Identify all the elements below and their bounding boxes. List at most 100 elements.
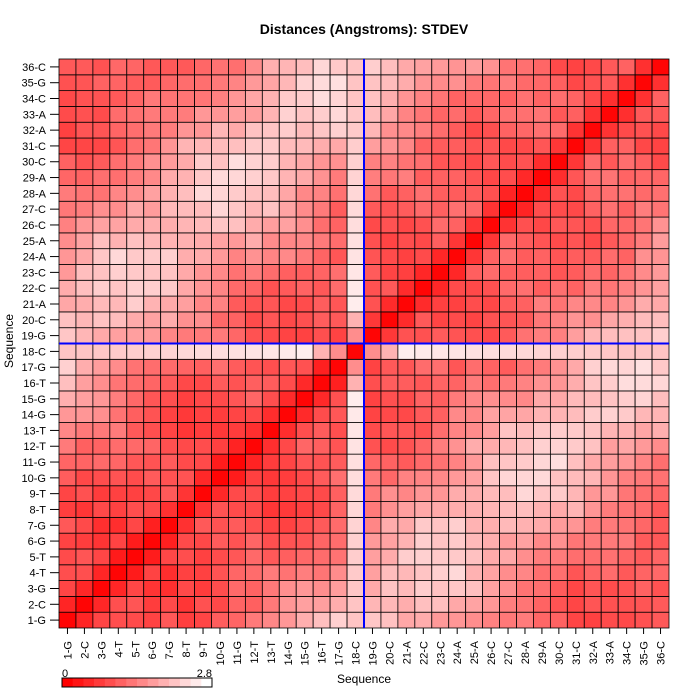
heatmap-cell bbox=[533, 516, 551, 534]
y-tick-label: 34-C bbox=[22, 94, 46, 106]
heatmap-cell bbox=[177, 311, 195, 329]
heatmap-cell bbox=[278, 374, 297, 392]
heatmap-cell bbox=[363, 185, 382, 202]
heatmap-cell bbox=[448, 153, 467, 171]
heatmap-cell bbox=[380, 595, 399, 613]
heatmap-cell bbox=[499, 516, 517, 534]
heatmap-cell bbox=[312, 390, 331, 408]
heatmap-cell bbox=[92, 611, 111, 629]
heatmap-cell bbox=[516, 58, 534, 76]
heatmap-cell bbox=[244, 437, 263, 455]
heatmap-cell bbox=[499, 422, 517, 439]
heatmap-cell bbox=[278, 264, 297, 281]
heatmap-cell bbox=[380, 216, 399, 234]
heatmap-cell bbox=[363, 406, 382, 423]
colorbar-step bbox=[72, 678, 84, 687]
heatmap-cell bbox=[482, 595, 500, 613]
heatmap-cell bbox=[75, 200, 94, 218]
heatmap-cell bbox=[211, 137, 229, 155]
heatmap-cell bbox=[312, 453, 331, 471]
heatmap-cell bbox=[465, 279, 484, 297]
heatmap-cell bbox=[58, 121, 77, 139]
x-tick-labels: 1-G 2-C 3-G 4-T 5-T 6-G 7-G 8-T 9-T 10-G 11-G 12-T 1… bbox=[62, 628, 668, 665]
heatmap-cell bbox=[329, 137, 348, 155]
heatmap-cell bbox=[634, 232, 653, 250]
heatmap-cell bbox=[651, 58, 670, 76]
heatmap-cell bbox=[312, 153, 331, 171]
heatmap-cell bbox=[414, 311, 433, 329]
heatmap-cell bbox=[583, 248, 602, 265]
heatmap-cell bbox=[363, 169, 382, 186]
heatmap-cell bbox=[75, 327, 94, 344]
heatmap-cell bbox=[363, 264, 382, 281]
heatmap-cell bbox=[143, 611, 162, 629]
heatmap-cell bbox=[177, 422, 195, 439]
heatmap-cell bbox=[295, 185, 314, 202]
heatmap-cell bbox=[549, 564, 568, 581]
heatmap-cell bbox=[380, 453, 399, 471]
heatmap-cell bbox=[651, 153, 670, 171]
heatmap-cell bbox=[177, 564, 195, 581]
heatmap-cell bbox=[363, 121, 382, 139]
heatmap-cell bbox=[160, 595, 179, 613]
heatmap-cells bbox=[58, 58, 670, 629]
heatmap-cell bbox=[651, 343, 670, 360]
heatmap-cell bbox=[109, 311, 128, 329]
heatmap-cell bbox=[126, 374, 145, 392]
heatmap-cell bbox=[228, 580, 246, 597]
heatmap-cell bbox=[600, 422, 619, 439]
heatmap-cell bbox=[499, 90, 517, 107]
heatmap-cell bbox=[516, 485, 534, 502]
heatmap-cell bbox=[228, 453, 246, 471]
heatmap-cell bbox=[549, 295, 568, 313]
heatmap-cell bbox=[244, 485, 263, 502]
heatmap-cell bbox=[92, 406, 111, 423]
x-tick-label: 13-T bbox=[266, 641, 278, 664]
heatmap-cell bbox=[380, 532, 399, 550]
heatmap-cell bbox=[312, 232, 331, 250]
heatmap-cell bbox=[295, 169, 314, 186]
heatmap-cell bbox=[651, 74, 670, 92]
heatmap-cell bbox=[329, 595, 348, 613]
heatmap-cell bbox=[329, 437, 348, 455]
heatmap-cell bbox=[329, 390, 348, 408]
heatmap-cell bbox=[533, 532, 551, 550]
heatmap-cell bbox=[143, 295, 162, 313]
heatmap-cell bbox=[211, 374, 229, 392]
heatmap-cell bbox=[278, 295, 297, 313]
heatmap-cell bbox=[329, 169, 348, 186]
heatmap-cell bbox=[75, 469, 94, 487]
heatmap-cell bbox=[177, 516, 195, 534]
heatmap-cell bbox=[143, 153, 162, 171]
heatmap-cell bbox=[516, 548, 534, 566]
heatmap-cell bbox=[126, 106, 145, 123]
heatmap-cell bbox=[75, 106, 94, 123]
heatmap-cell bbox=[600, 295, 619, 313]
heatmap-cell bbox=[211, 501, 229, 518]
heatmap-cell bbox=[448, 279, 467, 297]
heatmap-cell bbox=[651, 232, 670, 250]
heatmap-cell bbox=[160, 580, 179, 597]
heatmap-cell bbox=[651, 374, 670, 392]
heatmap-cell bbox=[160, 106, 179, 123]
heatmap-cell bbox=[211, 327, 229, 344]
heatmap-cell bbox=[431, 422, 450, 439]
heatmap-cell bbox=[75, 501, 94, 518]
heatmap-cell bbox=[431, 232, 450, 250]
heatmap-cell bbox=[194, 390, 212, 408]
heatmap-cell bbox=[329, 516, 348, 534]
heatmap-cell bbox=[211, 358, 229, 376]
heatmap-cell bbox=[244, 501, 263, 518]
heatmap-cell bbox=[329, 532, 348, 550]
heatmap-cell bbox=[228, 611, 246, 629]
heatmap-cell bbox=[499, 580, 517, 597]
heatmap-cell bbox=[414, 532, 433, 550]
heatmap-cell bbox=[363, 311, 382, 329]
heatmap-cell bbox=[177, 74, 195, 92]
heatmap-cell bbox=[617, 232, 636, 250]
heatmap-cell bbox=[143, 74, 162, 92]
heatmap-cell bbox=[448, 137, 467, 155]
heatmap-cell bbox=[211, 469, 229, 487]
heatmap-cell bbox=[414, 516, 433, 534]
heatmap-cell bbox=[583, 74, 602, 92]
